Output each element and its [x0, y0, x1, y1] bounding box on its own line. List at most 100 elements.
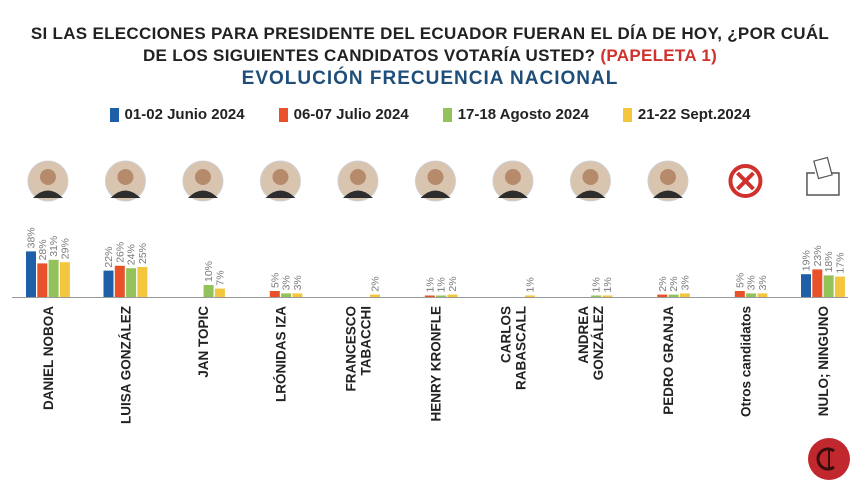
bar [801, 274, 811, 297]
data-label: 17% [834, 253, 846, 274]
chart-title-line1: SI LAS ELECCIONES PARA PRESIDENTE DEL EC… [30, 24, 830, 43]
data-label: 3% [281, 275, 293, 290]
bar [823, 275, 834, 297]
candidate-photo-suit [187, 190, 218, 198]
category-label: FRANCESCO [343, 306, 358, 392]
data-label: 28% [37, 239, 49, 260]
category-label: LRÓNIDAS IZA [273, 306, 288, 402]
candidate-photo-suit [652, 190, 683, 198]
legend: 01-02 Junio 2024 06-07 Julio 2024 17-18 Ag… [0, 106, 860, 123]
data-label: 19% [801, 250, 813, 271]
data-label: 2% [447, 276, 459, 291]
candidate-photo-suit [575, 190, 606, 198]
data-label: 38% [26, 227, 38, 248]
bar [524, 295, 535, 297]
candidate-photo-face [117, 169, 134, 185]
legend-entry: 06-07 Julio 2024 [278, 106, 409, 123]
candidate-photo-suit [265, 190, 296, 198]
candidate-photo-face [39, 169, 56, 185]
legend-label: 21-22 Sept.2024 [637, 106, 751, 123]
bar [668, 294, 679, 297]
data-label: 3% [746, 275, 758, 290]
data-label: 29% [59, 238, 71, 259]
bar [757, 293, 768, 297]
data-label: 1% [424, 277, 436, 292]
bar [447, 294, 458, 297]
candidate-photo-suit [32, 190, 63, 198]
bar [214, 288, 225, 297]
bar [591, 295, 602, 297]
category-label: GONZÁLEZ [591, 306, 606, 380]
category-label: RABASCALL [513, 306, 528, 390]
bar [114, 265, 125, 297]
data-label: 5% [269, 273, 281, 288]
category-label: CARLOS [498, 306, 513, 363]
data-label: 1% [436, 277, 448, 292]
data-label: 18% [823, 251, 835, 272]
candidate-photo-face [504, 169, 521, 185]
bar [679, 293, 690, 297]
legend-label: 17-18 Agosto 2024 [457, 106, 589, 123]
bar [103, 270, 114, 297]
bar [48, 259, 59, 297]
bar [657, 294, 668, 297]
legend-swatch [278, 107, 288, 122]
crossed-ballot-icon [728, 164, 763, 198]
bar [281, 293, 292, 297]
candidate-photo-suit [420, 190, 451, 198]
data-label: 10% [203, 261, 215, 282]
data-label: 7% [214, 270, 226, 285]
bar [424, 295, 435, 297]
candidate-photo-suit [342, 190, 373, 198]
category-label: PEDRO GRANJA [661, 306, 676, 415]
candidate-photo-face [659, 169, 676, 185]
ballot-paper [813, 156, 833, 180]
legend-swatch [109, 107, 119, 122]
bar [734, 291, 745, 297]
bar [37, 263, 48, 297]
data-label: 26% [114, 242, 126, 263]
category-label: JAN TOPIC [196, 306, 211, 378]
bar [436, 295, 447, 297]
data-label: 3% [679, 275, 691, 290]
category-label: LUISA GONZÁLEZ [118, 306, 133, 424]
bar [137, 267, 148, 297]
chart-title-question: DE LOS SIGUIENTES CANDIDATOS VOTARÍA UST… [142, 46, 596, 65]
bar [203, 285, 214, 297]
candidate-photo-suit [110, 190, 141, 198]
bar [269, 291, 280, 297]
data-label: 24% [126, 244, 138, 265]
category-label: DANIEL NOBOA [41, 306, 56, 410]
ballot-tag: (PAPELETA 1) [600, 46, 718, 65]
chart-title-line2: DE LOS SIGUIENTES CANDIDATOS VOTARÍA UST… [0, 46, 860, 66]
bar [292, 293, 303, 297]
candidate-photo-face [272, 169, 289, 185]
bar [834, 276, 845, 297]
bar [59, 262, 70, 297]
chart-subtitle: EVOLUCIÓN FRECUENCIA NACIONAL [241, 68, 619, 89]
legend-swatch [442, 107, 452, 122]
category-label: ANDREA [576, 306, 591, 364]
cross-stroke [736, 171, 755, 191]
legend-swatch [622, 107, 632, 122]
candidate-photo-face [194, 169, 211, 185]
candidate-photo-face [349, 169, 366, 185]
legend-label: 01-02 Junio 2024 [124, 106, 245, 123]
data-label: 1% [524, 277, 536, 292]
data-label: 1% [591, 277, 603, 292]
data-label: 3% [757, 275, 769, 290]
candidate-photo-face [427, 169, 444, 185]
bar [126, 268, 137, 297]
data-label: 3% [292, 275, 304, 290]
data-label: 22% [103, 247, 115, 268]
data-label: 23% [812, 245, 824, 266]
legend-entry: 21-22 Sept.2024 [622, 106, 751, 123]
bar [746, 293, 757, 297]
data-label: 31% [48, 236, 60, 257]
bar [369, 294, 380, 297]
bar [812, 269, 823, 297]
data-label: 1% [602, 277, 614, 292]
legend-entry: 01-02 Junio 2024 [109, 106, 245, 123]
data-label: 5% [734, 273, 746, 288]
